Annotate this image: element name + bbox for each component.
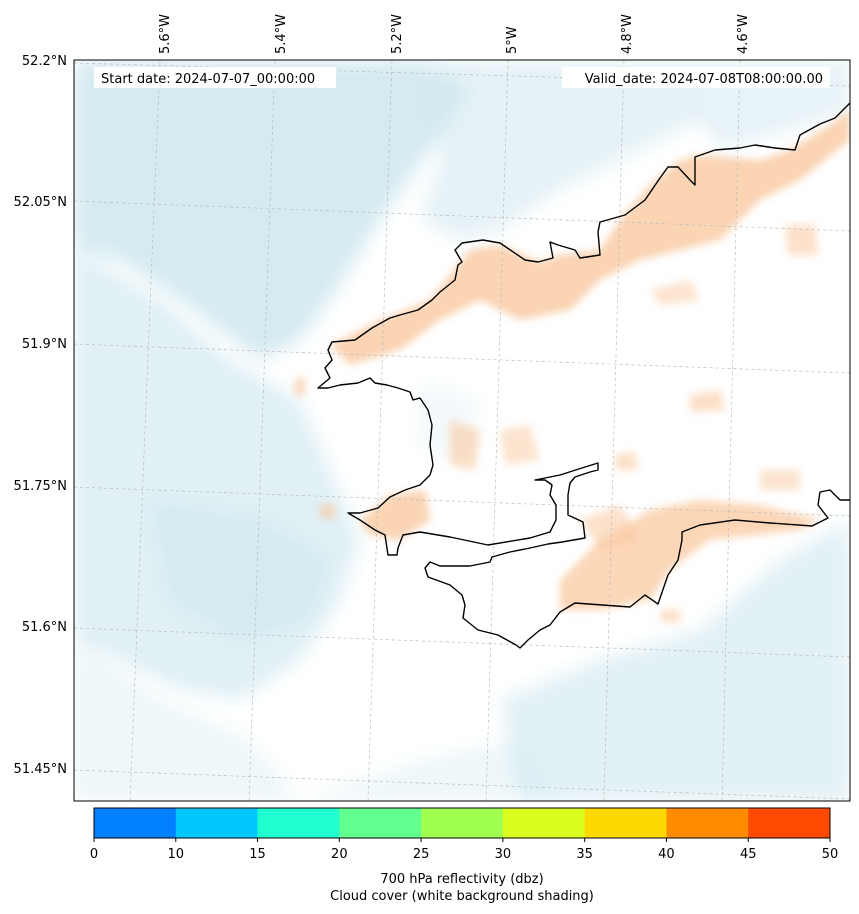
- start-date-box: [94, 67, 336, 88]
- colorbar-tick-label: 35: [576, 847, 593, 862]
- lon-label-5-4w: 5.4°W: [274, 14, 289, 54]
- colorbar-segments: [94, 808, 831, 838]
- colorbar-segment: [421, 808, 504, 838]
- lon-label-5-2w: 5.2°W: [390, 14, 405, 54]
- colorbar-tick-label: 40: [658, 847, 675, 862]
- colorbar-segment: [339, 808, 422, 838]
- colorbar-label-line1: 700 hPa reflectivity (dbz): [380, 872, 543, 887]
- colorbar-ticks: 0 10 15 20 25 30 35 40 45 50: [90, 838, 838, 862]
- start-date-label: Start date: 2024-07-07_00:00:00: [101, 72, 315, 87]
- reflectivity-shading: [295, 110, 850, 622]
- coastline: [317, 102, 850, 649]
- latitude-labels: 52.2°N 52.05°N 51.9°N 51.75°N 51.6°N 51.…: [14, 54, 67, 777]
- colorbar-segment: [666, 808, 749, 838]
- colorbar-segment: [502, 808, 586, 838]
- colorbar-tick-label: 30: [495, 847, 512, 862]
- lat-label-51-75n: 51.75°N: [14, 479, 67, 494]
- colorbar-tick-label: 25: [413, 847, 430, 862]
- colorbar-segment: [175, 808, 259, 838]
- colorbar-tick-label: 15: [249, 847, 266, 862]
- map-panel: Start date: 2024-07-07_00:00:00 Valid_da…: [74, 60, 850, 801]
- map-frame: [73, 59, 851, 802]
- colorbar-segment: [748, 808, 831, 838]
- colorbar-segment: [94, 808, 177, 838]
- valid-date-box: [562, 67, 830, 88]
- lon-label-4-8w: 4.8°W: [620, 14, 635, 54]
- lat-label-52-2n: 52.2°N: [22, 54, 67, 69]
- lon-label-5-6w: 5.6°W: [158, 14, 173, 54]
- lat-label-51-9n: 51.9°N: [22, 337, 67, 352]
- colorbar-tick-label: 20: [331, 847, 348, 862]
- colorbar-tick-label: 0: [90, 847, 98, 862]
- lon-label-4-6w: 4.6°W: [736, 14, 751, 54]
- colorbar-label-line2: Cloud cover (white background shading): [330, 889, 594, 904]
- colorbar-tick-label: 50: [822, 847, 839, 862]
- lat-label-51-45n: 51.45°N: [14, 762, 67, 777]
- colorbar-segment: [584, 808, 667, 838]
- colorbar-tick-label: 45: [740, 847, 757, 862]
- longitude-labels: 5.6°W 5.4°W 5.2°W 5°W 4.8°W 4.6°W: [158, 14, 751, 54]
- colorbar-segment: [257, 808, 340, 838]
- valid-date-label: Valid_date: 2024-07-08T08:00:00.00: [585, 72, 823, 87]
- graticule: [74, 60, 850, 801]
- colorbar-tick-label: 10: [168, 847, 185, 862]
- lon-label-5w: 5°W: [505, 26, 520, 54]
- colorbar: 0 10 15 20 25 30 35 40 45 50 700 hPa reflectivity…: [90, 807, 838, 904]
- lat-label-52-05n: 52.05°N: [14, 195, 67, 210]
- colorbar-frame: [93, 807, 831, 839]
- lat-label-51-6n: 51.6°N: [22, 620, 67, 635]
